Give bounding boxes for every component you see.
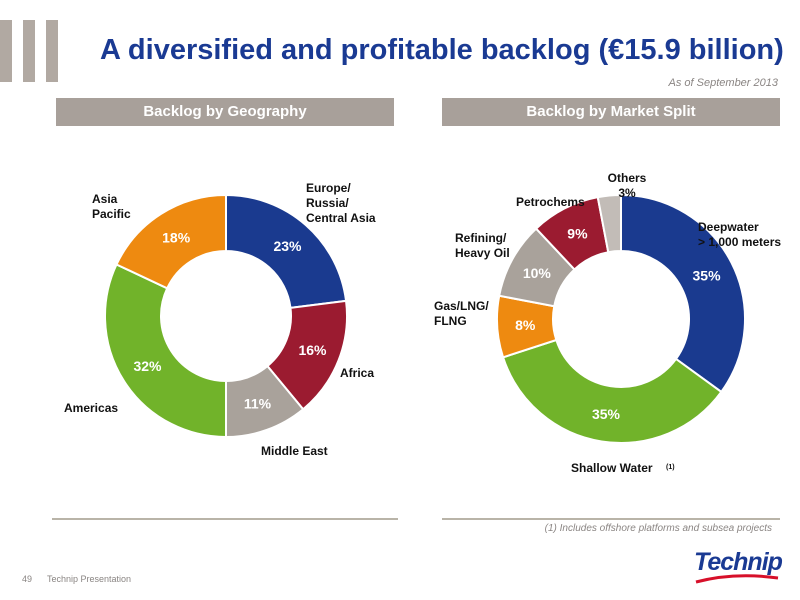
category-label-refining-heavy-oil: Refining/Heavy Oil (455, 231, 510, 260)
pct-label-europe-russia-central-asia: 23% (273, 238, 302, 254)
geography-donut-chart: 23%Europe/Russia/Central Asia 16% Africa 11… (64, 181, 376, 458)
logo-swoosh-icon (695, 574, 779, 584)
page-number: 49 (22, 574, 33, 584)
right-divider (442, 518, 780, 520)
left-divider (52, 518, 398, 520)
footnote-marker: (1) (666, 464, 675, 471)
pct-label-africa: 16% (298, 342, 327, 358)
footnote: (1) Includes offshore platforms and subs… (544, 523, 772, 534)
pct-label-refining-heavy-oil: 10% (523, 265, 552, 281)
slice-shallow-water-1 (501, 338, 723, 444)
slice-others (596, 193, 622, 254)
slice-asia-pacific (115, 193, 227, 290)
pct-label-americas: 32% (133, 358, 162, 374)
category-label-europe-russia-central-asia: Europe/Russia/Central Asia (306, 181, 376, 225)
slice-deepwater-1-000-meters (620, 193, 746, 394)
title-bars-decoration (0, 20, 70, 82)
pct-label-deepwater-1-000-meters: 35% (693, 267, 722, 283)
pct-label-petrochems: 9% (567, 225, 588, 241)
category-label-middle-east: Middle East (261, 444, 328, 458)
category-label-deepwater-1-000-meters: Deepwater > 1,000 meters (698, 220, 781, 249)
pct-label-middle-east: 11% (244, 396, 272, 412)
category-label-others: Others 3% (608, 171, 647, 200)
slice-americas (104, 263, 227, 439)
pct-label-asia-pacific: 18% (162, 229, 191, 245)
category-label-petrochems: Petrochems (516, 195, 585, 209)
date-note: As of September 2013 (668, 77, 778, 89)
category-label-americas: Americas (64, 401, 118, 415)
market-split-donut-chart: 35% Deepwater > 1,000 meters 35% Shallow Wat… (434, 171, 781, 475)
footer-label: Technip Presentation (47, 574, 132, 584)
market-split-header: Backlog by Market Split (442, 98, 780, 126)
pct-label-gas-lng-flng: 8% (515, 317, 536, 333)
pct-label-shallow-water-1: 35% (592, 406, 621, 422)
category-label-africa: Africa (340, 366, 374, 380)
geography-header: Backlog by Geography (56, 98, 394, 126)
category-label-asia-pacific: Asia Pacific (92, 192, 131, 221)
technip-logo: Technip (694, 548, 783, 576)
category-label-shallow-water-1: Shallow Water (571, 461, 653, 475)
slice-europe-russia-central-asia (225, 193, 348, 309)
category-label-gas-lng-flng: Gas/LNG/FLNG (434, 299, 489, 328)
page-title: A diversified and profitable backlog (€1… (100, 34, 784, 66)
